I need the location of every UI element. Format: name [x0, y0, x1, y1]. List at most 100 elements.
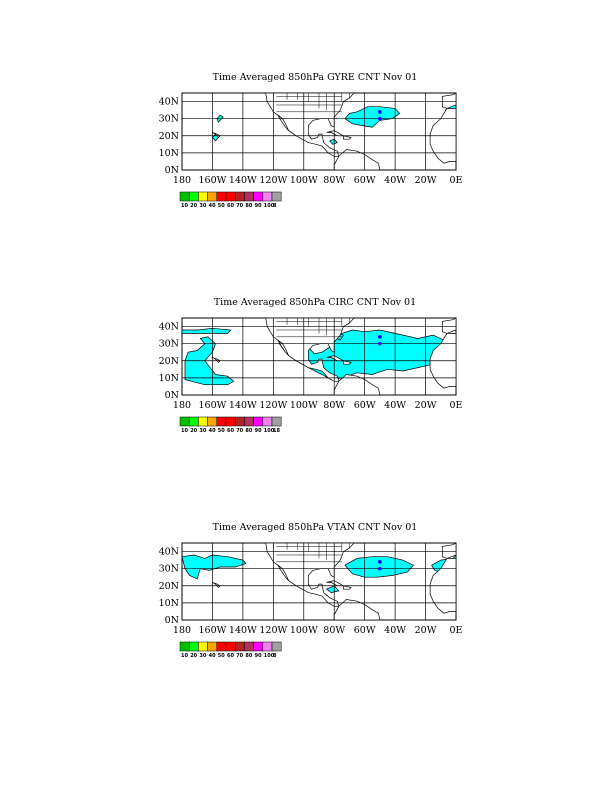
lon-label: 140W	[229, 400, 257, 411]
shaded-region	[329, 138, 338, 145]
colorbar-swatch	[207, 416, 218, 427]
land-hawaii	[212, 132, 221, 139]
colorbar-label: 90	[255, 428, 262, 434]
lon-label: 120W	[259, 400, 287, 411]
colorbar-label: 70	[236, 428, 243, 434]
colorbar-label: 100	[264, 428, 275, 434]
map-panel-gyre: Time Averaged 850hPa GYRE CNT Nov 01 40N…	[0, 72, 612, 242]
lat-label: 40N	[159, 547, 179, 558]
colorbar-swatch	[262, 191, 273, 202]
colorbar-label: 8	[273, 653, 277, 659]
map-panel-vtan: Time Averaged 850hPa VTAN CNT Nov 01 40N…	[0, 522, 612, 692]
colorbar-swatch	[225, 191, 236, 202]
colorbar-swatch	[234, 641, 245, 652]
lon-label: 40W	[384, 400, 406, 411]
lon-label: 80W	[323, 625, 345, 636]
colorbar-label: 100	[264, 653, 275, 659]
lat-label: 20N	[159, 131, 179, 142]
lon-label: 100W	[290, 400, 318, 411]
colorbar-swatch	[207, 191, 218, 202]
colorbar-label: 10	[181, 428, 188, 434]
colorbar-label: 80	[245, 203, 252, 209]
colorbar-swatch	[244, 416, 254, 427]
lat-label: 30N	[159, 339, 179, 350]
lat-label: 40N	[159, 97, 179, 108]
lon-label: 20W	[415, 175, 437, 186]
lon-label: 80W	[323, 175, 345, 186]
lon-label: 60W	[354, 625, 376, 636]
panel-title: Time Averaged 850hPa GYRE CNT Nov 01	[212, 72, 418, 83]
lon-label: 100W	[290, 625, 318, 636]
colorbar-swatch	[179, 191, 190, 202]
colorbar-label: 60	[227, 203, 234, 209]
colorbar-swatch	[188, 641, 199, 652]
colorbar-swatch	[234, 416, 245, 427]
panel-title: Time Averaged 850hPa VTAN CNT Nov 01	[212, 522, 418, 533]
land-hispaniola	[343, 360, 352, 365]
colorbar-label: 10	[181, 653, 188, 659]
marker-dot	[378, 110, 382, 114]
lon-label: 40W	[384, 175, 406, 186]
colorbar-swatch	[179, 641, 190, 652]
colorbar-label: 60	[227, 428, 234, 434]
colorbar-label: 30	[199, 653, 206, 659]
lat-label: 20N	[159, 581, 179, 592]
colorbar-label: 20	[190, 653, 197, 659]
panel-title: Time Averaged 850hPa CIRC CNT Nov 01	[213, 297, 417, 308]
marker-dot	[378, 566, 382, 571]
colorbar-swatch	[207, 641, 218, 652]
colorbar-swatch	[271, 416, 282, 427]
land-hispaniola	[343, 585, 352, 590]
lon-label: 180	[173, 175, 191, 186]
lat-label: 0N	[165, 390, 179, 401]
shaded-region	[344, 106, 401, 128]
lat-label: 0N	[165, 615, 179, 626]
lon-label: 160W	[198, 400, 226, 411]
colorbar-label: 10	[181, 203, 188, 209]
colorbar-label: 60	[227, 653, 234, 659]
colorbar-label: 50	[218, 203, 225, 209]
colorbar-swatch	[244, 191, 254, 202]
land-hispaniola	[343, 135, 352, 140]
colorbar-label: 20	[190, 428, 197, 434]
lat-label: 10N	[159, 148, 179, 159]
colorbar-swatch	[253, 641, 264, 652]
lon-label: 140W	[229, 175, 257, 186]
colorbar-swatch	[198, 191, 208, 202]
shaded-region	[184, 336, 235, 386]
land-hawaii	[212, 357, 221, 364]
colorbar-swatch	[198, 641, 208, 652]
colorbar-swatch	[262, 416, 273, 427]
shaded-region	[181, 327, 232, 334]
lat-label: 10N	[159, 373, 179, 384]
lon-label: 60W	[354, 175, 376, 186]
colorbar-swatch	[216, 641, 227, 652]
colorbar-swatch	[225, 641, 236, 652]
lon-label: 0E	[450, 625, 463, 636]
marker-dot	[378, 335, 382, 339]
lon-label: 120W	[259, 175, 287, 186]
lon-label: 60W	[354, 400, 376, 411]
colorbar-swatch	[234, 191, 245, 202]
colorbar-swatch	[216, 191, 227, 202]
lon-label: 120W	[259, 625, 287, 636]
colorbar-label: 50	[218, 428, 225, 434]
colorbar-label: 50	[218, 653, 225, 659]
colorbar-label: 80	[245, 653, 252, 659]
shaded-region	[181, 554, 247, 580]
lon-label: 180	[173, 400, 191, 411]
colorbar-label: 20	[190, 203, 197, 209]
colorbar-swatch	[216, 416, 227, 427]
colorbar-swatch	[225, 416, 236, 427]
colorbar-label: 40	[209, 428, 216, 434]
map-panel-circ: Time Averaged 850hPa CIRC CNT Nov 01 40N…	[0, 297, 612, 467]
lon-label: 20W	[415, 625, 437, 636]
lon-label: 160W	[198, 175, 226, 186]
lon-label: 0E	[450, 175, 463, 186]
land-europe	[441, 92, 457, 109]
marker-dot	[378, 116, 382, 121]
lon-label: 160W	[198, 625, 226, 636]
lon-label: 100W	[290, 175, 318, 186]
